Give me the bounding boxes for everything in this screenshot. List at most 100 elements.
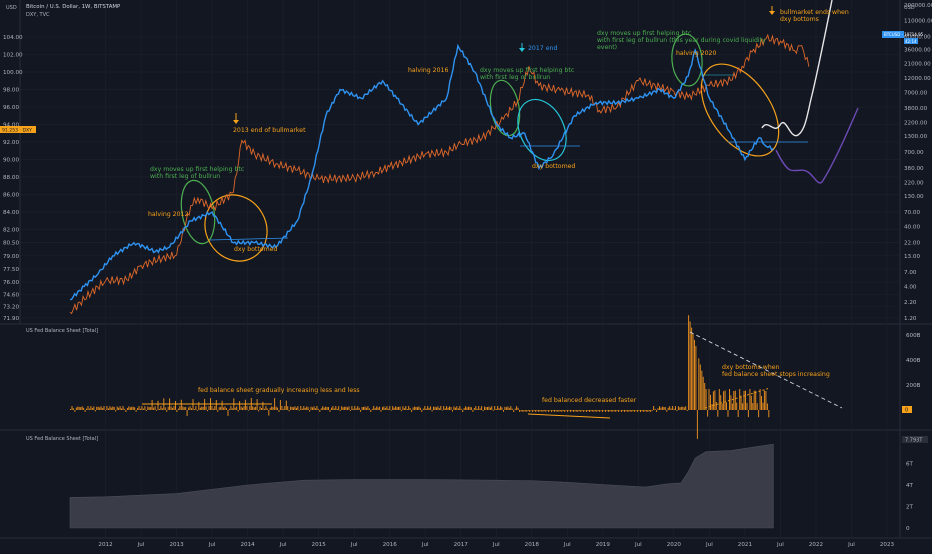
ann-bull-ends-l2[interactable]: dxy bottoms — [780, 16, 819, 23]
fed-bar — [202, 406, 204, 410]
fed-bar — [268, 410, 270, 416]
left-tick-label: 76.00 — [3, 280, 19, 286]
ann-dxy-up-2017-l2[interactable]: with first leg of bullrun — [480, 74, 550, 81]
fed-bar — [717, 410, 719, 417]
fed-bar — [559, 410, 561, 412]
fed-bar — [575, 410, 577, 412]
right-tick-label: 12000.00 — [904, 76, 931, 82]
fed-bar — [220, 406, 222, 410]
right-tick-label: 36000.00 — [904, 48, 931, 54]
fed-bar — [103, 406, 105, 410]
x-tick-label: Jul — [776, 542, 784, 548]
fed-bar — [400, 410, 402, 412]
ann-fed-gradual[interactable]: fed balance sheet gradually increasing l… — [198, 387, 360, 394]
dxy-projection-purple[interactable] — [775, 107, 859, 184]
fed-bar — [395, 406, 397, 410]
ellipse-cyan-2018[interactable] — [509, 92, 576, 169]
fed-bar — [435, 407, 437, 410]
ann-dxy-bottoms-fed-l1[interactable]: dxy bottoms when — [722, 364, 780, 371]
fed-bar — [752, 403, 754, 410]
ellipse-green-2020[interactable] — [670, 33, 704, 87]
fed-bar — [587, 410, 589, 411]
fed-bar — [524, 410, 526, 412]
ann-dxy-up-2020-l2[interactable]: with first leg of bullrun (this year dur… — [597, 37, 766, 44]
right-tick-label: 21000.00 — [904, 62, 931, 68]
support-line-2014[interactable] — [209, 237, 289, 241]
fed-bar — [247, 410, 249, 411]
ann-dxy-bottom-2014[interactable]: dxy bottomed — [234, 246, 277, 253]
fed-bar-badge[interactable]: 0 — [902, 406, 912, 414]
ann-halving-2016[interactable]: halving 2016 — [408, 67, 448, 74]
ann-bull-ends-l1[interactable]: bullmarket ends when — [780, 9, 849, 16]
fed-bar — [680, 406, 682, 410]
fed-bar — [246, 406, 248, 410]
ann-dxy-bottoms-fed-l2[interactable]: fed balance sheet stops increasing — [722, 371, 830, 378]
right-tick-label: 2.20 — [904, 300, 917, 306]
ellipse-orange-2020[interactable] — [686, 50, 795, 170]
fed-bar — [417, 407, 418, 410]
fed-bar — [485, 407, 487, 410]
fed-bar — [527, 410, 529, 411]
ann-halving-2012[interactable]: halving 2012 — [148, 211, 188, 218]
fed-bar — [281, 406, 283, 410]
ann-2017-end[interactable]: 2017 end — [528, 45, 557, 52]
fed-drawings — [142, 331, 843, 419]
fed-bar — [131, 406, 133, 410]
ann-dxy-up-2013-l1[interactable]: dxy moves up first helping btc — [150, 166, 245, 173]
fed-bar — [261, 408, 262, 410]
fed-bar — [326, 407, 328, 410]
fed-bar — [151, 399, 153, 410]
fed-bar — [335, 406, 337, 410]
ann-halving-2020[interactable]: halving 2020 — [676, 50, 716, 57]
fed-bar — [106, 406, 108, 410]
ann-dxy-up-2013-l2[interactable]: with first leg of bullrun — [150, 173, 220, 180]
fed-area-axis[interactable]: 6T 4T 2T 0 — [906, 462, 914, 533]
ellipse-orange-2014[interactable] — [193, 184, 279, 273]
left-axis[interactable]: 71.90 73.20 74.60 76.00 77.50 79.00 80.50 82.00… — [3, 35, 23, 322]
btc-projection-white[interactable] — [761, 0, 833, 137]
fed-area-badge-text: 7.793T — [905, 438, 923, 444]
right-tick-label: 60000.00 — [904, 34, 931, 40]
fed-bar — [300, 406, 302, 410]
ann-fed-decreased[interactable]: fed balanced decreased faster — [542, 397, 637, 404]
fed-trend-2021[interactable] — [704, 387, 771, 409]
x-tick-label: 2021 — [738, 542, 753, 548]
x-tick-label: Jul — [634, 542, 642, 548]
fed-bar — [379, 406, 381, 410]
fed-bar — [762, 402, 764, 410]
time-axis[interactable]: 2012 Jul 2013 Jul 2014 Jul 2015 Jul 2016 Jul 2017 J… — [98, 542, 894, 548]
right-axis[interactable]: 200000.00 110000.00 60000.00 36000.00 21000.… — [904, 3, 932, 322]
dxy-price-badge[interactable]: 91.253 · DXY — [0, 126, 36, 134]
fed-bar — [145, 410, 147, 412]
ann-dxy-up-2020-l1[interactable]: dxy moves up first helping btc — [597, 30, 692, 37]
ann-dxy-up-2017-l1[interactable]: dxy moves up first helping btc — [480, 67, 575, 74]
fed-bar — [182, 406, 184, 410]
fed-bar — [555, 410, 557, 412]
ann-dxy-up-2020-l3[interactable]: event) — [597, 44, 617, 51]
fed-bar — [279, 400, 281, 410]
fed-bar — [380, 410, 382, 412]
ann-dxy-bottom-2018[interactable]: dxy bottomed — [532, 163, 575, 170]
sub-title: DXY, TVC — [26, 12, 50, 18]
fed-bar — [677, 406, 679, 410]
fed-bar — [154, 406, 156, 410]
fed-bar — [619, 410, 621, 411]
fed-bar — [739, 389, 741, 410]
btc-price-badge[interactable]: BTCUSD · 18714.95 42:14 — [882, 31, 924, 44]
fed-bar — [312, 407, 313, 410]
fed-dashed-trend[interactable] — [689, 331, 843, 409]
fed-bar — [227, 410, 229, 416]
fed-area-badge[interactable]: 7.793T — [902, 436, 928, 444]
fed-bar — [682, 406, 684, 410]
fed-bar — [715, 402, 717, 410]
fed-bar — [221, 400, 223, 410]
ann-2013-end[interactable]: 2013 end of bullmarket — [233, 127, 306, 134]
left-tick-label: 88.00 — [3, 175, 19, 181]
fed-bar — [625, 410, 627, 412]
fed-bar — [618, 410, 620, 412]
fed-bar — [399, 406, 401, 410]
ellipse-green-2013[interactable] — [177, 178, 220, 247]
fed-trend-2018[interactable] — [527, 413, 611, 419]
fed-bar — [386, 406, 388, 410]
